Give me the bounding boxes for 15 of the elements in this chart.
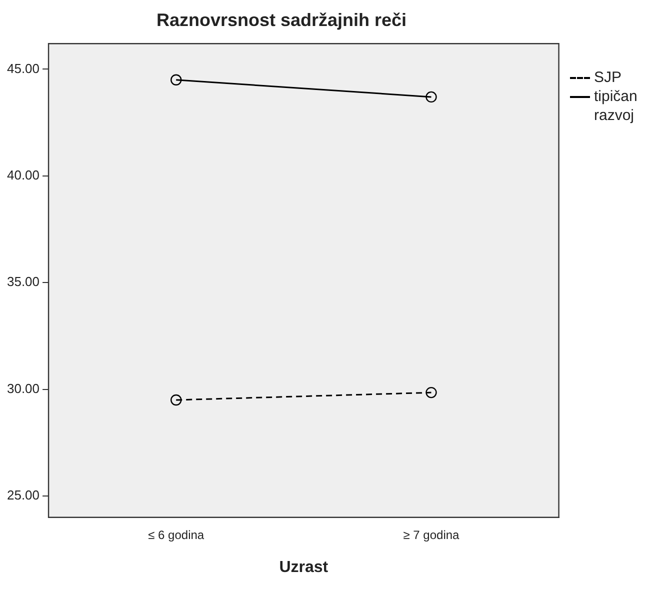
y-tick-label: 30.00: [6, 380, 40, 396]
point: [426, 91, 437, 103]
y-tick-label: 35.00: [6, 274, 40, 290]
legend-label: SJP: [594, 68, 622, 87]
x-tick-label: ≤ 6 godina: [148, 528, 204, 542]
point: [170, 394, 182, 406]
legend-label: tipičan razvoj: [594, 87, 638, 125]
x-axis-title: Uzrast: [279, 558, 329, 576]
point: [426, 386, 437, 398]
point: [170, 74, 182, 86]
chart-title: Raznovrsnost sadržajnih reči: [156, 10, 407, 30]
x-tick-label: ≥ 7 godina: [403, 528, 460, 542]
y-tick-label: 25.00: [6, 488, 40, 503]
y-tick-label: 45.00: [6, 60, 40, 76]
y-tick-label: 40.00: [6, 168, 40, 182]
